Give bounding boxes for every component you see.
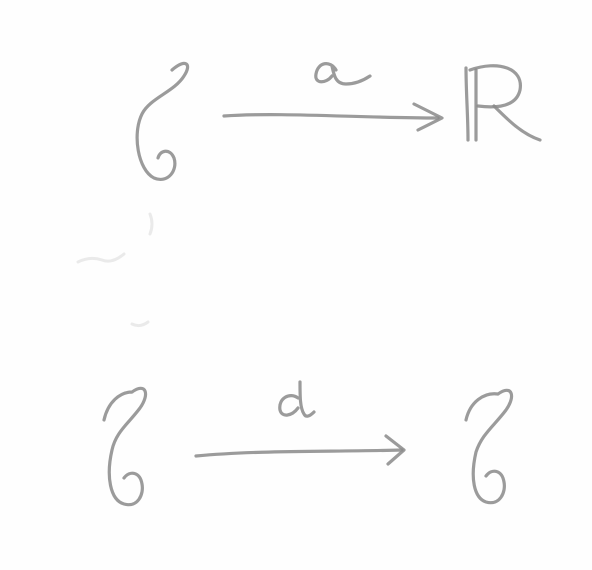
row-2-source-label: 𝒞 <box>120 449 121 451</box>
row-1-arrowhead <box>412 102 444 132</box>
row-2-source-node: 𝒞 <box>102 386 148 507</box>
calligraphic-c-glyph <box>135 61 190 181</box>
row-1-arrow <box>222 102 444 132</box>
calligraphic-c-glyph <box>464 388 514 505</box>
row-2-arrow-diagram: 𝒞 d 𝒞 <box>102 380 514 507</box>
calligraphic-c-glyph <box>102 386 148 507</box>
blackboard-r-stem-1 <box>464 66 470 142</box>
row-2-arrow-shaft <box>194 448 404 458</box>
row-1-source-label: 𝒞 <box>150 119 151 121</box>
row-2-arrow <box>194 434 406 466</box>
row-1-source-node: 𝒞 <box>135 61 190 181</box>
row-1-arrow-label: a <box>314 62 372 86</box>
blackboard-r-leg <box>492 104 542 142</box>
eraser-smudges <box>76 212 154 328</box>
row-2-arrow-label: d <box>278 380 316 418</box>
row-1-arrow-shaft <box>222 113 440 120</box>
letter-a-glyph <box>314 62 372 86</box>
row-2-arrowhead <box>384 434 406 466</box>
row-2-arrow-label-text: d <box>295 404 296 406</box>
letter-d-glyph <box>278 380 316 418</box>
row-1-target-node: ℝ <box>464 64 542 142</box>
row-2-target-node: 𝒞 <box>464 388 514 505</box>
row-2-target-label: 𝒞 <box>486 449 487 451</box>
row-1-arrow-diagram: 𝒞 a ℝ <box>135 61 542 181</box>
